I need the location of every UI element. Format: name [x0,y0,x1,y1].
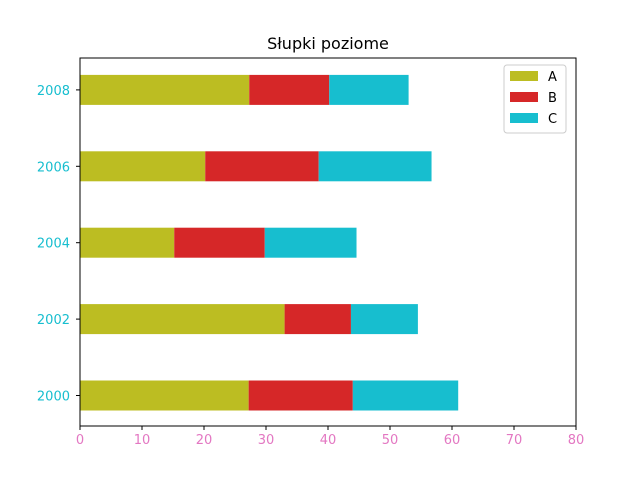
legend-label-B: B [548,91,557,106]
legend: ABC [503,64,567,134]
bar-B-2002 [284,304,351,335]
x-tick-label: 80 [568,433,585,448]
y-tick-label: 2000 [37,390,70,405]
x-axis: 0 10 20 30 40 50 60 70 80 [76,426,584,448]
y-axis: 2000 2002 2004 2006 2008 [37,84,80,405]
legend-swatch-B [510,92,538,102]
bar-C-2006 [318,151,432,182]
legend-swatch-C [510,113,538,123]
bars-group [80,74,459,411]
bar-B-2008 [249,74,330,105]
x-tick-label: 10 [134,433,151,448]
bar-B-2006 [205,151,319,182]
x-tick-label: 0 [76,433,84,448]
legend-label-A: A [548,70,557,85]
bar-A-2004 [80,227,175,258]
y-tick-label: 2002 [37,313,70,328]
bar-A-2006 [80,151,206,182]
y-tick-label: 2008 [37,84,70,99]
legend-swatch-A [510,71,538,81]
legend-label-C: C [548,112,557,127]
bar-A-2002 [80,304,285,335]
x-tick-label: 50 [382,433,399,448]
bar-A-2000 [80,380,249,411]
bar-C-2000 [352,380,459,411]
bar-C-2002 [350,304,418,335]
chart-title: Słupki poziome [267,34,389,53]
bar-B-2000 [248,380,353,411]
bar-A-2008 [80,74,250,105]
bar-C-2008 [329,74,409,105]
x-tick-label: 30 [258,433,275,448]
bar-C-2004 [264,227,357,258]
x-tick-label: 70 [506,433,523,448]
x-tick-label: 20 [196,433,213,448]
x-tick-label: 60 [444,433,461,448]
plot-frame [79,57,577,427]
x-tick-label: 40 [320,433,337,448]
y-tick-label: 2004 [37,237,70,252]
bar-B-2004 [174,227,265,258]
y-tick-label: 2006 [37,160,70,175]
